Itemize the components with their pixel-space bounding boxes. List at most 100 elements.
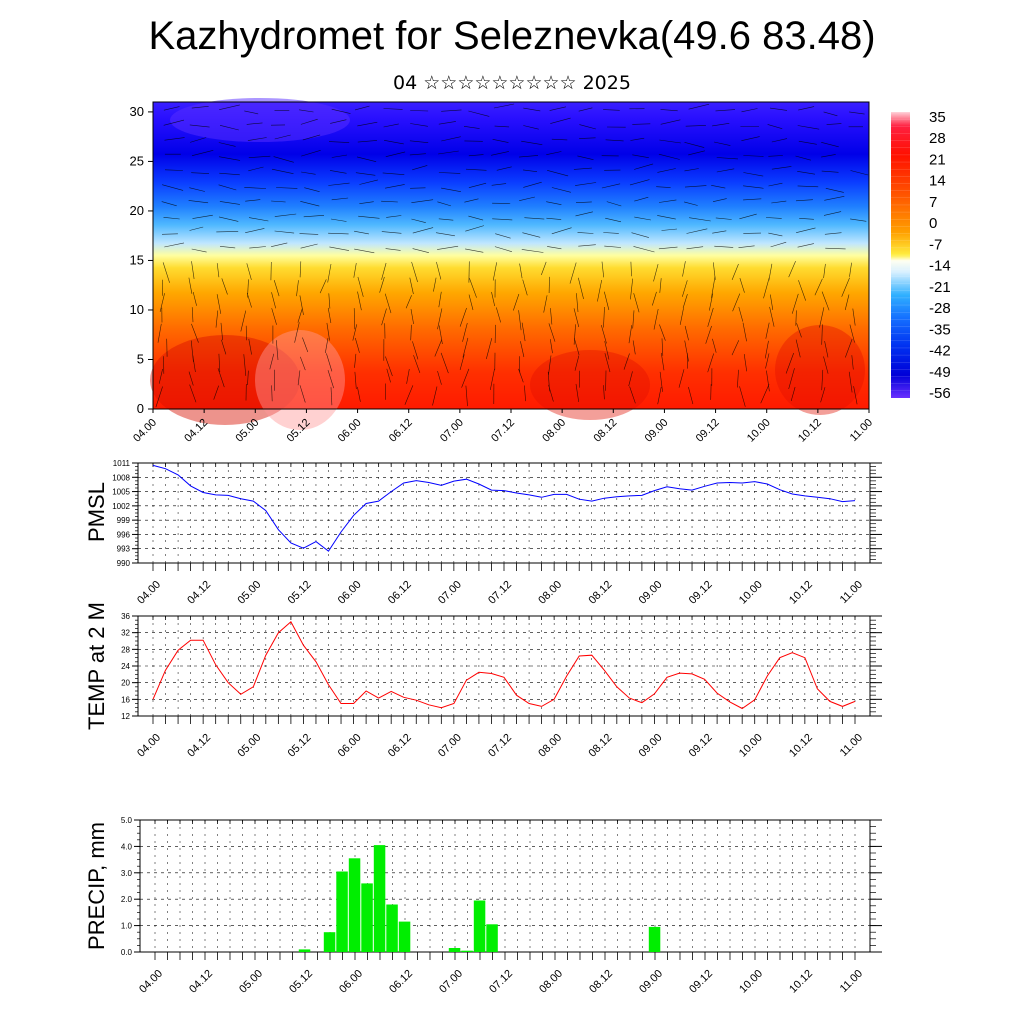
wind-barbs	[155, 103, 869, 408]
wind-barb	[300, 118, 318, 125]
wind-barb	[276, 340, 279, 361]
wind-barb	[796, 323, 802, 338]
wind-barb	[191, 323, 199, 343]
wind-barb	[384, 140, 404, 145]
pmsl-panel-xtick-label: 09.00	[637, 579, 665, 607]
wind-barb	[331, 197, 349, 201]
wind-barb	[218, 216, 239, 222]
wind-barb	[632, 154, 649, 158]
wind-barb	[575, 201, 592, 203]
wind-barb	[245, 228, 265, 233]
precip-panel-xtick-label: 05.12	[287, 968, 315, 996]
wind-barb	[577, 155, 594, 160]
wind-barb	[684, 340, 689, 362]
wind-barb	[163, 217, 180, 220]
wind-barb	[329, 170, 347, 174]
wind-barb	[188, 277, 193, 294]
precip-panel-bar	[386, 904, 398, 952]
wind-barb	[578, 277, 584, 300]
wind-barb	[601, 261, 604, 278]
wind-barb	[790, 386, 796, 401]
precip-panel-ylabel: PRECIP, mm	[84, 822, 109, 950]
wind-barb	[788, 260, 796, 278]
wind-barb	[738, 306, 744, 322]
wind-barb	[358, 215, 380, 219]
wind-barb	[543, 295, 548, 313]
wind-barb	[684, 142, 705, 148]
wind-barb	[491, 291, 495, 307]
wind-barb	[551, 227, 572, 235]
wind-barb	[743, 354, 747, 372]
wind-barb	[301, 150, 321, 157]
precip-panel-bar	[298, 949, 311, 952]
wind-barb	[658, 153, 680, 160]
wind-barb	[632, 123, 651, 125]
wind-barb	[551, 187, 571, 193]
heatmap-field	[153, 102, 869, 409]
wind-barb	[410, 324, 412, 341]
wind-barb	[248, 166, 264, 172]
wind-barb	[327, 307, 332, 324]
wind-barb	[248, 338, 252, 355]
chart-subtitle: 04 ☆☆☆☆☆☆☆☆☆ 2025	[393, 72, 631, 94]
wind-barb	[494, 324, 496, 344]
wind-barb	[573, 167, 592, 170]
pmsl-panel-xtick-label: 06.00	[336, 579, 364, 607]
wind-barb	[385, 356, 393, 377]
wind-barb	[574, 338, 580, 355]
wind-barb	[221, 278, 228, 295]
wind-barb	[438, 172, 461, 174]
wind-barb	[705, 325, 712, 344]
wind-barb	[271, 242, 288, 247]
wind-barb	[661, 228, 678, 231]
precip-panel-xtick-label: 08.00	[537, 968, 565, 996]
wind-barb	[299, 295, 304, 315]
wind-barb	[330, 218, 347, 222]
precip-panel-ytick-label: 1.0	[121, 922, 133, 931]
wind-barb	[437, 245, 459, 250]
wind-barb	[825, 247, 846, 250]
wind-barb	[329, 246, 350, 251]
wind-barb	[162, 184, 184, 191]
wind-barb	[496, 307, 501, 323]
wind-barb	[189, 124, 210, 128]
wind-barb	[547, 246, 562, 250]
wind-barb	[297, 370, 301, 386]
wind-barb	[841, 277, 850, 297]
wind-barb	[845, 338, 853, 358]
wind-barb	[821, 142, 839, 148]
wind-barb	[541, 261, 547, 276]
wind-barb	[760, 384, 770, 404]
wind-barb	[769, 306, 775, 327]
precip-panel-xtick-label: 05.00	[237, 968, 265, 996]
wind-barb	[381, 262, 387, 280]
temp-panel-xtick-label: 08.00	[536, 732, 564, 760]
wind-barb	[791, 293, 799, 314]
wind-barb	[437, 308, 443, 330]
wind-barb	[659, 278, 662, 293]
wind-barb	[686, 228, 708, 234]
wind-barb	[523, 125, 539, 130]
wind-barb	[628, 371, 633, 387]
wind-barb	[328, 141, 350, 143]
wind-barb	[604, 291, 610, 311]
wind-barb	[410, 110, 429, 112]
wind-barb	[739, 213, 757, 220]
wind-barb	[513, 293, 520, 311]
wind-barb	[652, 291, 657, 306]
wind-barb	[357, 140, 378, 143]
wind-barb	[359, 179, 378, 185]
wind-barb	[164, 169, 183, 171]
wind-barb	[524, 217, 545, 220]
pmsl-panel-xtick-label: 10.12	[787, 579, 815, 607]
wind-barb	[821, 170, 839, 173]
wind-barb	[795, 155, 811, 161]
wind-barb	[271, 292, 276, 309]
wind-barb	[438, 121, 456, 125]
wind-barb	[190, 137, 207, 143]
precip-panel-ytick-label: 3.0	[121, 869, 133, 878]
wind-barb	[573, 324, 576, 345]
wind-barb	[713, 141, 731, 146]
wind-barb	[788, 368, 795, 389]
